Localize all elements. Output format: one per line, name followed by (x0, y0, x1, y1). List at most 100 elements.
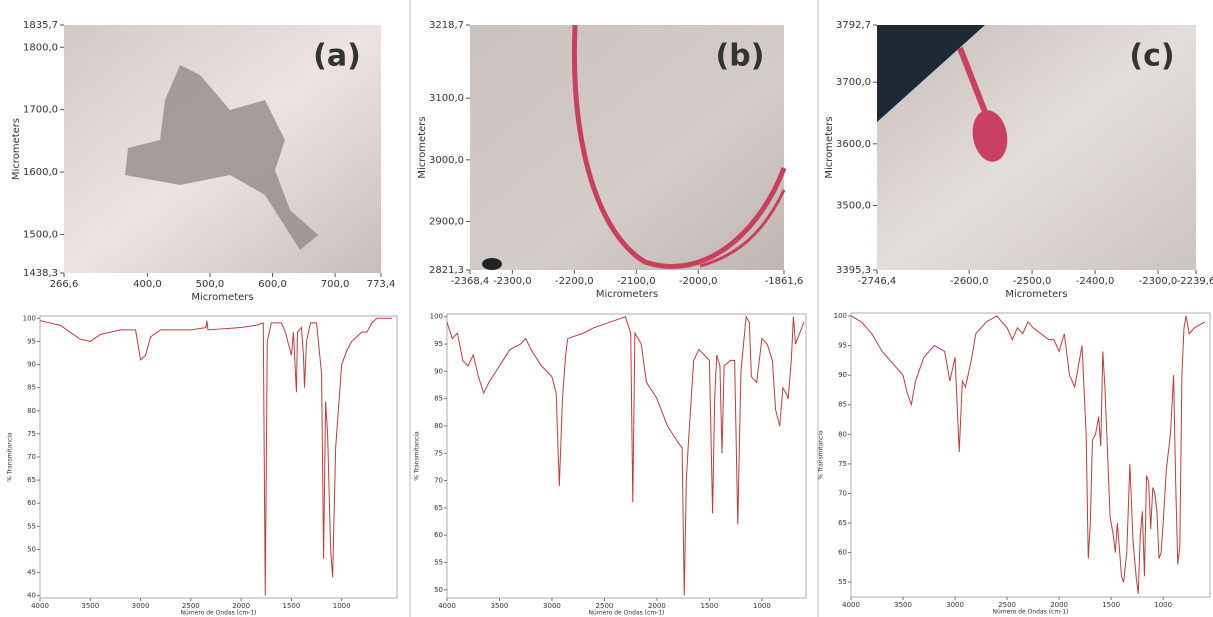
x-tick-label: 500,0 (196, 279, 225, 290)
y-tick-label: 40 (27, 592, 36, 600)
micrograph-b (470, 24, 787, 270)
x-tick-label: 4000 (842, 601, 860, 609)
y-tick-label: 60 (838, 549, 847, 557)
x-tick-label: 1000 (1154, 601, 1172, 609)
y-tick-label: 65 (434, 504, 443, 512)
spectrum-line (39, 317, 392, 596)
micrograph-a (64, 25, 381, 273)
y-tick-label: 100 (834, 312, 847, 320)
x-axis-label: Micrometers (1005, 289, 1067, 300)
x-tick-label: -2100,0 (617, 276, 656, 287)
x-tick-label: 773,4 (367, 279, 396, 290)
y-tick-label: 1600,0 (23, 167, 58, 178)
y-tick-label: 80 (434, 422, 443, 430)
y-tick-label: 60 (27, 499, 36, 507)
y-tick-label: 100 (23, 314, 36, 322)
y-tick-label: 65 (27, 476, 36, 484)
x-tick-label: 3000 (543, 602, 561, 610)
plot-frame (446, 313, 807, 599)
y-tick-label: 45 (27, 569, 36, 577)
x-tick-label: 1500 (1102, 601, 1120, 609)
y-tick-label: 1835,7 (23, 20, 58, 31)
y-tick-label: 3792,7 (836, 20, 871, 31)
y-axis-label: % Transmitancia (818, 430, 825, 480)
x-tick-label: 2000 (648, 602, 666, 610)
y-tick-label: 75 (434, 449, 443, 457)
y-tick-label: 1700,0 (23, 105, 58, 116)
x-tick-label: 2500 (998, 601, 1016, 609)
y-tick-label: 70 (434, 477, 443, 485)
x-axis-label: Número de Ondas (cm-1) (993, 609, 1069, 616)
y-tick-label: 90 (27, 361, 36, 369)
x-tick-label: 4000 (31, 602, 49, 610)
x-tick-label: 600,0 (258, 279, 287, 290)
panel-label: (a) (313, 39, 361, 74)
y-tick-label: 55 (27, 522, 36, 530)
y-tick-label: 80 (27, 407, 36, 415)
y-tick-label: 3100,0 (429, 93, 464, 104)
x-tick-label: 266,6 (50, 279, 79, 290)
spectrum-line (446, 315, 805, 596)
panel-label: (b) (716, 39, 765, 74)
y-tick-label: 1800,0 (23, 42, 58, 53)
y-tick-label: 65 (838, 519, 847, 527)
x-axis-label: Micrometers (191, 292, 253, 303)
x-tick-label: 3000 (946, 601, 964, 609)
y-axis-label: Micrometers (824, 116, 835, 178)
x-tick-label: -2200,0 (555, 276, 594, 287)
y-tick-label: 1438,3 (23, 268, 58, 279)
x-tick-label: -2746,4 (858, 276, 897, 287)
x-tick-label: 3500 (894, 601, 912, 609)
x-tick-label: -1861,6 (765, 276, 804, 287)
x-tick-label: -2300,0 (493, 276, 532, 287)
y-tick-label: 60 (434, 531, 443, 539)
micrograph-c (877, 25, 1196, 270)
x-tick-label: -2368,4 (451, 276, 490, 287)
x-tick-label: -2300,0 (1139, 276, 1178, 287)
x-tick-label: 3500 (491, 602, 509, 610)
x-tick-label: -2500,0 (1013, 276, 1052, 287)
y-tick-label: 3395,3 (836, 265, 871, 276)
y-tick-label: 100 (430, 313, 443, 321)
x-tick-label: 1500 (701, 602, 719, 610)
x-axis-label: Número de Ondas (cm-1) (589, 610, 665, 617)
panel-label: (c) (1129, 39, 1174, 74)
x-tick-label: 2500 (596, 602, 614, 610)
y-tick-label: 2821,3 (429, 265, 464, 276)
y-tick-label: 95 (434, 340, 443, 348)
y-axis-label: % Transmitancia (7, 432, 14, 482)
y-axis-label: Micrometers (11, 118, 22, 180)
y-tick-label: 85 (27, 384, 36, 392)
y-tick-label: 3500,0 (836, 200, 871, 211)
y-tick-label: 75 (27, 430, 36, 438)
plot-frame (850, 312, 1211, 598)
x-tick-label: 1000 (333, 602, 351, 610)
plot-frame (39, 315, 398, 599)
y-tick-label: 55 (838, 578, 847, 586)
y-tick-label: 70 (838, 489, 847, 497)
x-tick-label: 2000 (232, 602, 250, 610)
y-tick-label: 55 (434, 559, 443, 567)
x-tick-label: 700,0 (321, 279, 350, 290)
x-tick-label: -2400,0 (1076, 276, 1115, 287)
x-axis-label: Número de Ondas (cm-1) (181, 610, 257, 617)
y-tick-label: 1500,0 (23, 229, 58, 240)
y-tick-label: 80 (838, 430, 847, 438)
y-tick-label: 90 (838, 371, 847, 379)
y-tick-label: 50 (434, 586, 443, 594)
x-tick-label: 1500 (282, 602, 300, 610)
y-tick-label: 95 (27, 337, 36, 345)
y-axis-label: Micrometers (417, 116, 428, 178)
x-tick-label: 4000 (438, 602, 456, 610)
y-tick-label: 70 (27, 453, 36, 461)
x-tick-label: 3000 (132, 602, 150, 610)
x-tick-label: 400,0 (133, 279, 162, 290)
y-tick-label: 85 (838, 401, 847, 409)
x-tick-label: 2000 (1050, 601, 1068, 609)
y-tick-label: 95 (838, 342, 847, 350)
x-axis-label: Micrometers (596, 289, 658, 300)
x-tick-label: 3500 (81, 602, 99, 610)
y-tick-label: 75 (838, 460, 847, 468)
y-tick-label: 2900,0 (429, 216, 464, 227)
